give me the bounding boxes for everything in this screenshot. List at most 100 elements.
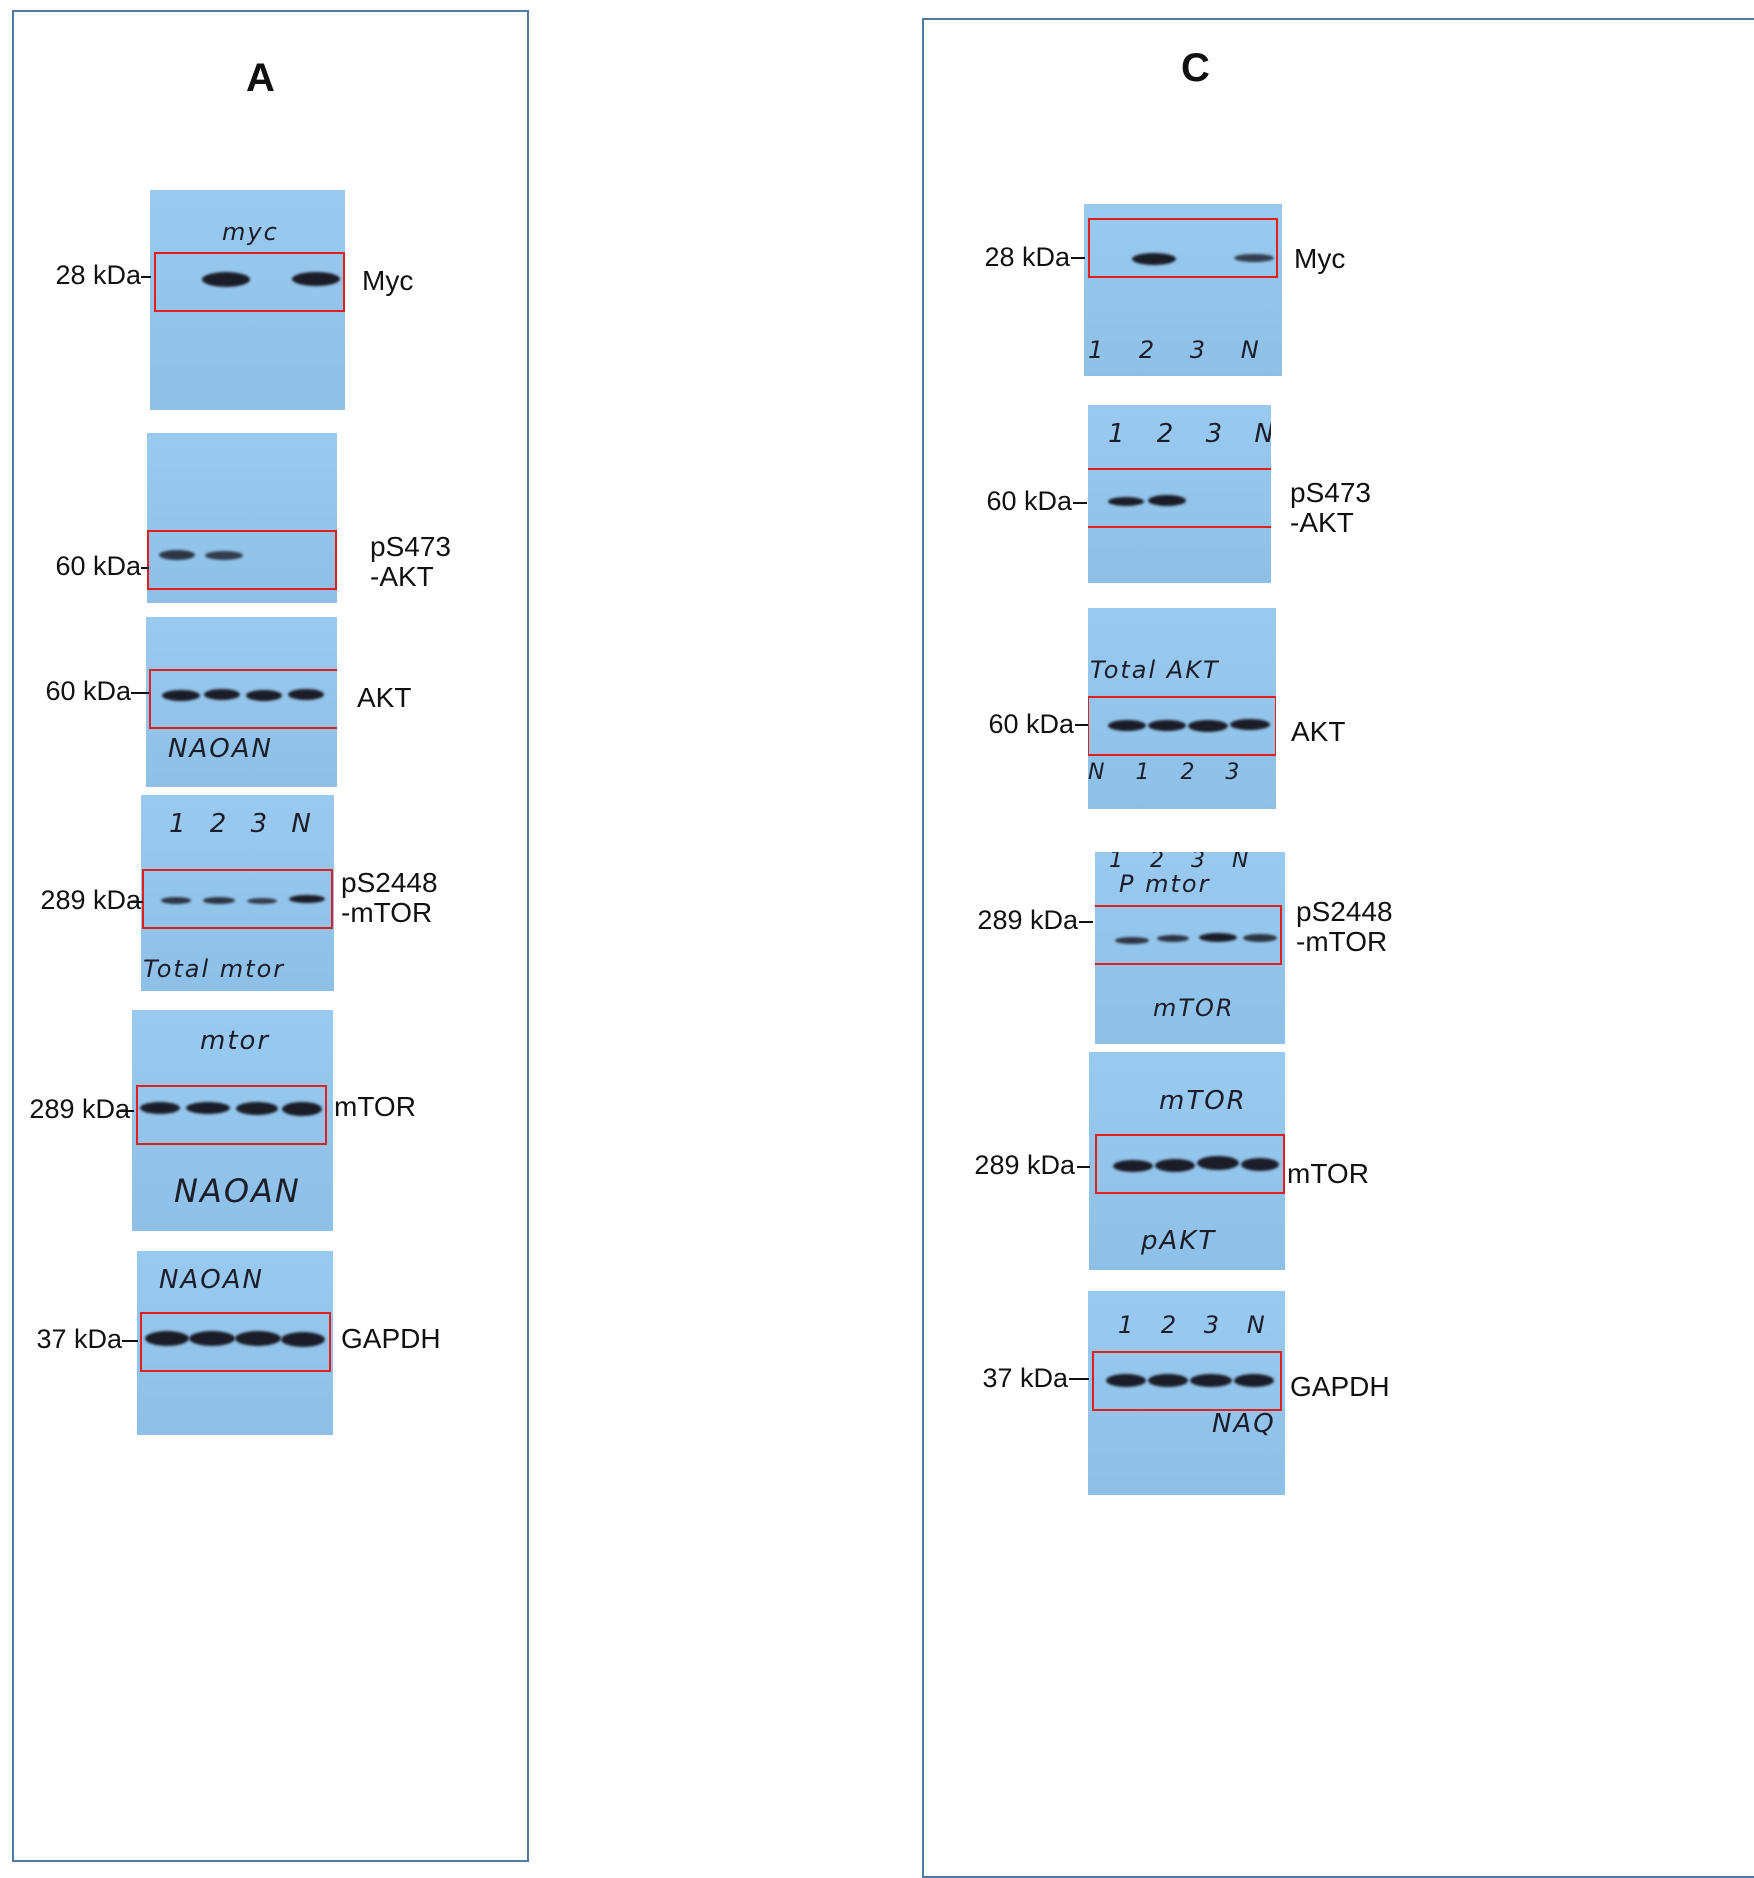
band bbox=[289, 895, 325, 903]
band bbox=[204, 689, 240, 700]
handwriting-label: pAKT bbox=[1141, 1226, 1217, 1256]
blot-c-myc: 1 2 3 N bbox=[1084, 204, 1282, 376]
highlight-box bbox=[136, 1085, 327, 1145]
marker-tick bbox=[141, 276, 151, 278]
band bbox=[281, 1332, 325, 1347]
band bbox=[1148, 1374, 1188, 1387]
band bbox=[1148, 495, 1186, 506]
band bbox=[1113, 1160, 1153, 1172]
band bbox=[1234, 1374, 1274, 1387]
marker-tick bbox=[120, 1110, 134, 1112]
handwriting-label: mtor bbox=[200, 1026, 271, 1056]
panel-a-frame bbox=[12, 10, 529, 1862]
highlight-box bbox=[1095, 1134, 1285, 1194]
handwriting-label: myc bbox=[222, 218, 279, 246]
handwriting-label: NAOAN bbox=[168, 734, 273, 764]
band bbox=[1243, 934, 1277, 942]
band bbox=[140, 1102, 180, 1114]
blot-c-ps2448-mtor: 1 2 3 N P mtor mTOR bbox=[1095, 852, 1285, 1044]
marker-label: 60 kDa bbox=[55, 551, 141, 581]
blot-c-mtor: mTOR pAKT bbox=[1089, 1052, 1285, 1270]
protein-label-ps473: pS473 bbox=[370, 531, 451, 562]
band bbox=[288, 689, 324, 700]
highlight-box bbox=[1088, 218, 1278, 278]
highlight-box bbox=[1088, 468, 1271, 528]
protein-label-gapdh: GAPDH bbox=[1290, 1371, 1390, 1402]
marker-label: 28 kDa bbox=[984, 242, 1070, 272]
protein-label-mtor: mTOR bbox=[1287, 1158, 1369, 1189]
protein-label-gapdh: GAPDH bbox=[341, 1323, 441, 1354]
marker-tick bbox=[1071, 257, 1085, 259]
handwriting-label: NAQ bbox=[1212, 1409, 1276, 1439]
band bbox=[282, 1102, 322, 1116]
marker-label: 289 kDa bbox=[40, 885, 141, 915]
marker-label: 289 kDa bbox=[974, 1150, 1075, 1180]
blot-a-ps473-akt bbox=[147, 433, 337, 603]
blot-c-akt: Total AKT N 1 2 3 bbox=[1088, 608, 1276, 809]
blot-c-ps473-akt: 1 2 3 N bbox=[1088, 405, 1271, 583]
marker-label: 60 kDa bbox=[988, 709, 1074, 739]
blot-a-ps2448-mtor: 1 2 3 N Total mtor bbox=[141, 795, 334, 991]
marker-tick bbox=[1077, 1166, 1090, 1168]
marker-label: 37 kDa bbox=[36, 1324, 122, 1354]
marker-label: 289 kDa bbox=[29, 1094, 130, 1124]
band bbox=[202, 272, 250, 287]
handwriting-label: 1 2 3 N bbox=[1118, 1311, 1275, 1339]
handwriting-label: mTOR bbox=[1159, 1086, 1247, 1116]
marker-label: 60 kDa bbox=[45, 676, 131, 706]
band bbox=[1230, 719, 1270, 730]
handwriting-label: 1 2 3 N bbox=[169, 809, 319, 839]
handwriting-label: 1 2 3 N bbox=[1088, 336, 1273, 364]
band bbox=[145, 1331, 189, 1346]
highlight-box bbox=[149, 669, 337, 729]
handwriting-label: N 1 2 3 bbox=[1088, 760, 1252, 785]
protein-label-mtor: mTOR bbox=[334, 1091, 416, 1122]
handwriting-label: P mtor bbox=[1119, 870, 1211, 898]
band bbox=[1108, 497, 1144, 506]
handwriting-label: Total mtor bbox=[143, 955, 286, 983]
band bbox=[292, 272, 340, 286]
band bbox=[162, 690, 200, 701]
band bbox=[1108, 720, 1146, 731]
marker-tick bbox=[141, 567, 149, 569]
band bbox=[1188, 720, 1228, 732]
handwriting-label: NAOAN bbox=[159, 1265, 264, 1295]
highlight-box bbox=[154, 252, 345, 312]
protein-label-myc: Myc bbox=[362, 265, 414, 296]
band bbox=[1241, 1158, 1279, 1171]
band bbox=[236, 1102, 278, 1115]
protein-label-ps2448: pS2448 bbox=[341, 867, 438, 898]
band bbox=[1115, 937, 1149, 944]
protein-label-ps473: pS473 bbox=[1290, 477, 1371, 508]
marker-label: 60 kDa bbox=[986, 486, 1072, 516]
handwriting-label: 1 2 3 N bbox=[1109, 852, 1259, 873]
band bbox=[1155, 1159, 1195, 1172]
band bbox=[1157, 935, 1189, 942]
panel-c-title: C bbox=[1181, 46, 1210, 90]
protein-label-akt-suffix: -AKT bbox=[1290, 507, 1354, 538]
blot-a-akt: NAOAN bbox=[146, 617, 337, 787]
protein-label-ps2448: pS2448 bbox=[1296, 896, 1393, 927]
marker-label: 289 kDa bbox=[977, 905, 1078, 935]
band bbox=[1234, 254, 1274, 262]
band bbox=[1148, 720, 1186, 731]
protein-label-myc: Myc bbox=[1294, 243, 1346, 274]
band bbox=[1132, 253, 1176, 265]
marker-tick bbox=[1069, 1378, 1089, 1380]
band bbox=[246, 690, 282, 701]
protein-label-akt: AKT bbox=[357, 682, 412, 713]
highlight-box bbox=[147, 530, 337, 590]
highlight-box bbox=[142, 869, 333, 929]
band bbox=[1197, 1156, 1239, 1170]
handwriting-label: mTOR bbox=[1153, 994, 1235, 1022]
band bbox=[1190, 1374, 1232, 1387]
band bbox=[159, 550, 195, 560]
protein-label-mtor-suffix: -mTOR bbox=[341, 897, 433, 928]
protein-label-akt: AKT bbox=[1291, 716, 1346, 747]
band bbox=[203, 897, 235, 904]
band bbox=[205, 551, 243, 560]
marker-tick bbox=[131, 692, 149, 694]
band bbox=[186, 1102, 230, 1114]
marker-tick bbox=[122, 1340, 138, 1342]
highlight-box bbox=[1088, 696, 1276, 756]
